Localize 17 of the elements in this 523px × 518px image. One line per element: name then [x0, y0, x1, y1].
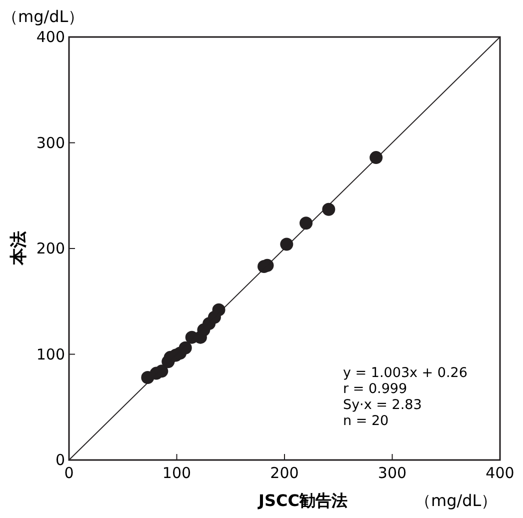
- annotation: r = 0.999: [343, 381, 408, 397]
- x-axis-title: JSCC勧告法: [258, 491, 348, 510]
- text: （mg/dL）: [2, 7, 84, 26]
- annotation: Sy·x = 2.83: [343, 397, 422, 413]
- y-tick-label: 0: [55, 451, 65, 469]
- y-axis-title: 本法: [9, 231, 29, 266]
- x-tick-label: 100: [162, 464, 192, 482]
- y-tick-label: 400: [36, 28, 65, 46]
- annotation: n = 20: [343, 413, 389, 429]
- annotation: y = 1.003x + 0.26: [343, 365, 468, 381]
- x-tick-label: 200: [270, 464, 299, 482]
- x-tick-label: 400: [486, 464, 514, 482]
- y-tick-label: 300: [36, 134, 65, 152]
- y-tick-label: 100: [36, 345, 65, 364]
- text: （mg/dL）: [415, 491, 498, 510]
- x-tick-label: 300: [378, 464, 407, 482]
- y-tick-label: 200: [36, 240, 65, 258]
